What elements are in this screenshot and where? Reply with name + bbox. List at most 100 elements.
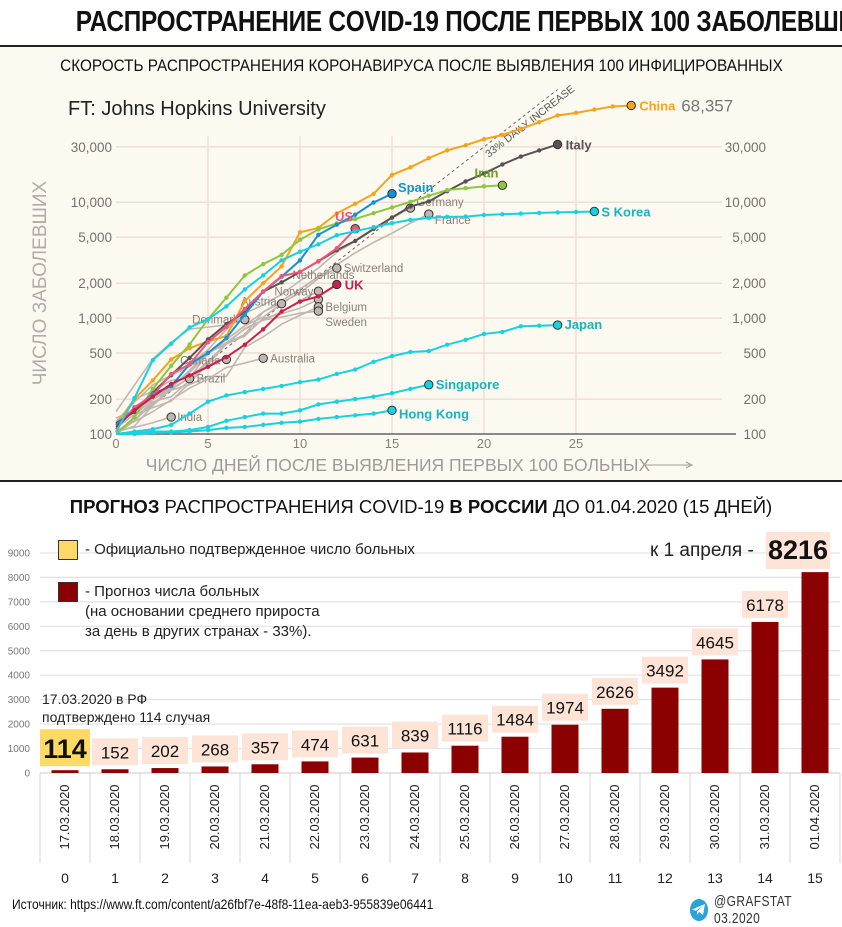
data-point xyxy=(224,324,229,330)
bar-24.03.2020 xyxy=(401,752,429,773)
data-point xyxy=(316,232,321,238)
data-point xyxy=(316,227,321,232)
data-point xyxy=(500,132,505,138)
series-label: US xyxy=(335,209,353,224)
y-tick-label-left: 1,000 xyxy=(78,311,112,326)
data-point xyxy=(500,212,505,217)
data-point xyxy=(518,126,523,131)
data-point xyxy=(316,377,321,382)
data-point xyxy=(297,237,303,242)
series-label: France xyxy=(435,215,471,227)
legend-official-label: - Официально подтвержденное число больны… xyxy=(85,541,415,558)
y-tick-label-right: 30,000 xyxy=(725,140,766,155)
data-point xyxy=(297,408,303,413)
data-point xyxy=(187,362,192,367)
data-point xyxy=(334,371,339,377)
series-us: US xyxy=(115,209,360,430)
data-point xyxy=(481,136,487,142)
data-point xyxy=(573,209,579,215)
series-label: Singapore xyxy=(436,377,500,392)
main-title: РАСПРОСТРАНЕНИЕ COVID-19 ПОСЛЕ ПЕРВЫХ 10… xyxy=(0,6,842,39)
series-end-marker xyxy=(313,306,324,316)
series-label: Switzerland xyxy=(344,263,403,275)
legend-forecast-note-2: за день в других странах - 33%). xyxy=(85,623,312,640)
series-end-marker xyxy=(497,180,508,190)
value-badge xyxy=(442,714,488,742)
series-label: Brazil xyxy=(197,374,226,386)
data-point xyxy=(426,199,431,204)
y-tick-label-left: 10,000 xyxy=(71,195,112,210)
forecast-heading: ПРОГНОЗ РАСПРОСТРАНЕНИЯ COVID-19 В РОССИ… xyxy=(0,496,842,518)
y-tick-label-left: 500 xyxy=(89,346,112,361)
data-point xyxy=(537,210,542,216)
data-point xyxy=(242,342,247,347)
series-india: India xyxy=(115,412,203,432)
day-index-label: 4 xyxy=(261,870,269,886)
value-badge xyxy=(342,726,388,754)
data-point xyxy=(297,379,303,385)
date-label: 29.03.2020 xyxy=(657,784,672,849)
reference-line-label: 33% DAILY INCREASE xyxy=(483,83,577,160)
data-point xyxy=(169,371,174,377)
data-point xyxy=(426,155,431,161)
data-point xyxy=(132,415,137,420)
bar-01.04.2020 xyxy=(801,572,829,773)
data-point xyxy=(445,148,450,153)
data-point xyxy=(353,238,358,244)
day-index-label: 8 xyxy=(461,870,469,886)
data-point xyxy=(518,324,523,329)
y-tick-label-left: 200 xyxy=(89,392,112,407)
y-tick-label-left: 100 xyxy=(89,427,112,442)
data-point xyxy=(316,402,321,407)
date-label: 01.04.2020 xyxy=(807,784,822,849)
official-value-badge xyxy=(40,729,90,767)
data-point xyxy=(408,199,413,205)
series-end-marker xyxy=(424,380,434,390)
day-index-label: 3 xyxy=(211,870,219,886)
value-badge xyxy=(492,705,538,733)
series-end-marker xyxy=(332,279,342,290)
value-badge xyxy=(642,656,688,684)
day-index-label: 9 xyxy=(511,870,519,886)
data-point xyxy=(518,211,523,216)
series-line xyxy=(115,358,227,434)
series-label: Sweden xyxy=(325,317,367,329)
date-label: 18.03.2020 xyxy=(107,784,122,849)
data-point xyxy=(389,215,395,220)
heading-bold-russia: В РОССИИ xyxy=(449,496,548,517)
data-point xyxy=(500,162,505,167)
date-label: 19.03.2020 xyxy=(157,784,172,849)
series-end-marker xyxy=(258,353,268,363)
data-point xyxy=(537,120,542,125)
value-label: 1484 xyxy=(496,711,534,730)
data-point xyxy=(187,325,192,330)
data-point xyxy=(169,363,174,368)
series-end-marker xyxy=(332,263,342,273)
data-point xyxy=(205,317,211,322)
series-label: Spain xyxy=(398,180,433,195)
y-tick-label-right: 500 xyxy=(743,346,766,361)
heading-text-date: ДО 01.04.2020 (15 ДНЕЙ) xyxy=(547,496,773,517)
data-point xyxy=(481,184,487,189)
series-line xyxy=(115,184,503,435)
bar-29.03.2020 xyxy=(651,687,679,773)
series-sweden: Sweden xyxy=(115,306,367,419)
series-label: Hong Kong xyxy=(399,406,469,421)
x-tick-label: 20 xyxy=(477,436,491,451)
data-point xyxy=(463,179,468,184)
data-point xyxy=(389,220,395,226)
data-point xyxy=(334,222,339,227)
date-label: 20.03.2020 xyxy=(207,784,222,849)
day-index-label: 5 xyxy=(311,870,319,886)
data-point xyxy=(187,411,192,416)
data-point xyxy=(389,353,395,359)
data-point xyxy=(481,171,487,176)
series-line xyxy=(115,383,430,435)
data-point xyxy=(205,350,211,356)
series-iran: Iran xyxy=(115,165,508,435)
data-point xyxy=(224,295,229,300)
value-badge xyxy=(242,733,288,761)
series-label: Norway xyxy=(274,286,313,298)
data-point xyxy=(371,394,376,399)
value-label: 4645 xyxy=(696,633,734,652)
